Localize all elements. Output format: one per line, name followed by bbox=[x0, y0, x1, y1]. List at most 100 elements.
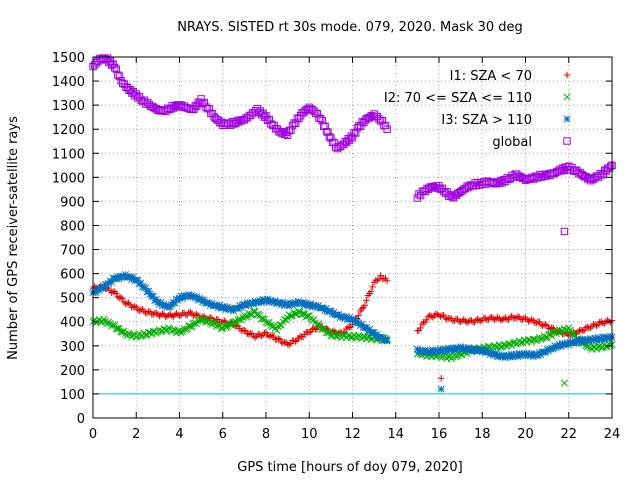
data-point-outlier bbox=[437, 385, 445, 393]
legend-marker bbox=[563, 93, 571, 101]
data-point bbox=[543, 322, 551, 329]
data-point bbox=[162, 313, 169, 320]
x-tick-label: 4 bbox=[175, 427, 183, 442]
data-point bbox=[112, 290, 120, 297]
data-point bbox=[367, 288, 375, 295]
axis-ticks: 0 2 4 6 8 10 12 14 16 18 20 22 240100200300400500600… bbox=[52, 51, 620, 442]
data-point bbox=[131, 303, 138, 310]
data-point bbox=[460, 316, 467, 323]
data-point bbox=[107, 278, 116, 286]
data-point bbox=[522, 314, 529, 322]
data-point bbox=[306, 329, 313, 336]
data-point bbox=[383, 125, 391, 133]
data-point bbox=[241, 327, 248, 334]
data-point bbox=[346, 324, 353, 331]
y-tick-label: 200 bbox=[60, 364, 85, 379]
data-point bbox=[276, 335, 284, 343]
data-point bbox=[256, 331, 264, 338]
series-3 bbox=[89, 271, 616, 393]
data-point bbox=[193, 310, 200, 318]
data-point bbox=[145, 308, 152, 315]
data-point-outlier bbox=[437, 375, 445, 382]
data-point bbox=[143, 309, 151, 317]
legend-label: I1: SZA < 70 bbox=[450, 69, 532, 84]
data-point bbox=[257, 315, 265, 323]
x-tick-label: 16 bbox=[431, 427, 448, 442]
y-tick-label: 100 bbox=[60, 388, 85, 403]
data-point bbox=[153, 309, 160, 317]
y-tick-label: 1000 bbox=[52, 171, 85, 186]
data-point bbox=[159, 310, 166, 317]
y-tick-label: 1300 bbox=[52, 99, 85, 114]
data-point bbox=[117, 294, 125, 301]
y-tick-label: 800 bbox=[60, 219, 85, 234]
legend-label: global bbox=[492, 135, 532, 150]
data-point bbox=[251, 334, 259, 341]
data-point bbox=[477, 317, 484, 325]
y-tick-label: 900 bbox=[60, 195, 85, 210]
data-point bbox=[580, 327, 588, 334]
x-tick-label: 14 bbox=[387, 427, 404, 442]
data-point bbox=[189, 320, 197, 328]
data-point bbox=[596, 318, 603, 326]
data-point bbox=[380, 275, 388, 283]
x-tick-label: 2 bbox=[132, 427, 140, 442]
data-point bbox=[292, 338, 299, 345]
data-point bbox=[307, 328, 314, 335]
data-point bbox=[489, 314, 497, 322]
data-point-outlier bbox=[560, 227, 569, 236]
data-point bbox=[187, 308, 194, 316]
y-tick-label: 300 bbox=[60, 340, 85, 355]
data-point bbox=[265, 333, 273, 340]
data-point bbox=[358, 305, 365, 313]
legend-label: I3: SZA > 110 bbox=[441, 113, 532, 128]
data-point bbox=[437, 313, 444, 320]
y-tick-label: 1500 bbox=[52, 51, 85, 66]
chart-title: NRAYS. SISTED rt 30s mode. 079, 2020. Ma… bbox=[177, 20, 523, 35]
data-point bbox=[383, 277, 391, 285]
y-tick-label: 700 bbox=[60, 244, 85, 259]
data-point bbox=[245, 331, 253, 338]
x-tick-label: 12 bbox=[344, 427, 361, 442]
data-point bbox=[528, 316, 535, 323]
data-point bbox=[319, 324, 327, 333]
data-point bbox=[110, 64, 119, 72]
series-4 bbox=[89, 54, 616, 236]
x-tick-label: 10 bbox=[301, 427, 318, 442]
data-point bbox=[117, 328, 125, 336]
legend-label: I2: 70 <= SZA <= 110 bbox=[384, 91, 532, 106]
y-axis-label: Number of GPS receiver-satellite rays bbox=[6, 116, 21, 360]
data-point bbox=[443, 316, 450, 323]
data-point bbox=[123, 300, 131, 307]
data-point bbox=[296, 332, 304, 340]
x-tick-label: 24 bbox=[604, 427, 621, 442]
x-tick-label: 22 bbox=[560, 427, 577, 442]
data-point bbox=[168, 312, 175, 320]
x-tick-label: 6 bbox=[219, 427, 227, 442]
data-point bbox=[417, 324, 424, 332]
data-point bbox=[287, 126, 295, 135]
data-point bbox=[606, 162, 615, 171]
data-point bbox=[355, 312, 362, 319]
data-point bbox=[258, 332, 265, 340]
data-point bbox=[383, 337, 391, 345]
y-tick-label: 0 bbox=[77, 412, 85, 427]
data-point bbox=[136, 307, 143, 315]
legend-marker bbox=[563, 115, 571, 123]
data-point bbox=[457, 350, 465, 358]
data-point bbox=[284, 341, 291, 348]
data-point bbox=[185, 309, 192, 316]
legend-marker bbox=[563, 137, 571, 145]
data-point bbox=[455, 318, 463, 325]
y-tick-label: 600 bbox=[60, 268, 85, 283]
y-tick-label: 1200 bbox=[52, 123, 85, 138]
x-tick-label: 20 bbox=[517, 427, 534, 442]
data-point bbox=[165, 311, 172, 319]
data-point bbox=[593, 322, 600, 330]
data-point bbox=[119, 295, 126, 302]
data-point bbox=[513, 314, 520, 322]
data-point-outlier bbox=[560, 379, 568, 387]
x-tick-label: 0 bbox=[89, 427, 97, 442]
x-tick-label: 8 bbox=[262, 427, 270, 442]
